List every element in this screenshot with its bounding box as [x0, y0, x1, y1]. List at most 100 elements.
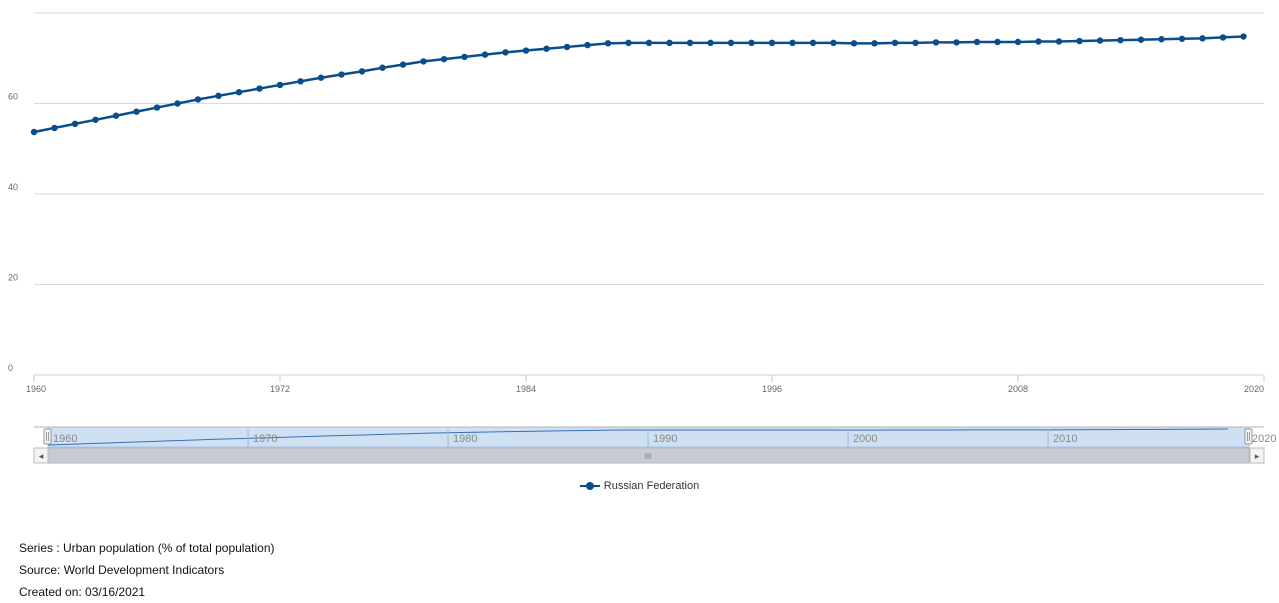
- navigator-label: 2010: [1053, 433, 1077, 445]
- data-point[interactable]: [420, 58, 427, 65]
- data-point[interactable]: [543, 45, 550, 52]
- range-navigator[interactable]: 1960 1970 1980 1990 2000 2010 2020 III ◂ ▸: [33, 426, 1276, 464]
- data-point[interactable]: [850, 40, 858, 47]
- navigator-label: 1970: [253, 433, 277, 445]
- data-point[interactable]: [1096, 37, 1104, 44]
- data-point[interactable]: [604, 40, 612, 47]
- legend[interactable]: Russian Federation: [0, 480, 1279, 492]
- data-point[interactable]: [686, 39, 694, 47]
- grid-layer: [34, 12, 1264, 376]
- data-point[interactable]: [133, 108, 140, 115]
- data-point[interactable]: [30, 128, 38, 136]
- data-point[interactable]: [1014, 38, 1022, 46]
- data-point[interactable]: [789, 39, 796, 47]
- data-point[interactable]: [51, 124, 58, 132]
- data-point[interactable]: [92, 116, 99, 123]
- data-point[interactable]: [1240, 33, 1247, 40]
- data-point[interactable]: [112, 112, 120, 119]
- data-point[interactable]: [1219, 34, 1227, 41]
- data-point[interactable]: [953, 39, 960, 46]
- data-point[interactable]: [768, 39, 776, 47]
- data-point[interactable]: [625, 39, 632, 47]
- navigator-left-handle[interactable]: [43, 428, 52, 445]
- navigator-label: 2000: [853, 433, 877, 445]
- data-point[interactable]: [215, 92, 222, 100]
- data-point[interactable]: [338, 71, 345, 78]
- chart-svg: 0 20 40 60 1960 1972 1984 1996 2008 2020 1960 197…: [8, 12, 1276, 464]
- data-point[interactable]: [809, 39, 817, 47]
- navigator-label: 1960: [53, 433, 77, 445]
- x-tick-label: 2008: [1008, 384, 1028, 394]
- scroll-left-button[interactable]: [33, 447, 49, 464]
- y-tick-label: 40: [8, 182, 18, 192]
- data-point[interactable]: [399, 61, 407, 68]
- x-axis: 1960 1972 1984 1996 2008 2020: [26, 375, 1265, 394]
- scroll-right-button[interactable]: [1249, 447, 1265, 464]
- data-point[interactable]: [235, 88, 243, 96]
- x-tick-label: 1960: [26, 384, 46, 394]
- data-point[interactable]: [379, 64, 386, 71]
- x-tick-label: 1984: [516, 384, 536, 394]
- data-point[interactable]: [256, 85, 263, 92]
- data-point[interactable]: [830, 39, 837, 47]
- data-point[interactable]: [1199, 35, 1206, 42]
- data-point[interactable]: [727, 39, 735, 47]
- data-point[interactable]: [297, 78, 304, 85]
- x-tick-label: 1972: [270, 384, 290, 394]
- source-caption: Source: World Development Indicators: [19, 563, 225, 577]
- y-axis: 0 20 40 60: [8, 92, 18, 374]
- data-point[interactable]: [71, 120, 79, 128]
- navigator-label: 1990: [653, 433, 677, 445]
- data-point[interactable]: [1137, 36, 1145, 43]
- x-tick-label: 2020: [1244, 384, 1264, 394]
- data-point[interactable]: [666, 39, 673, 47]
- legend-label[interactable]: Russian Federation: [603, 480, 700, 492]
- data-point[interactable]: [440, 55, 448, 63]
- data-point[interactable]: [932, 39, 940, 46]
- navigator-label: 1980: [453, 433, 477, 445]
- y-tick-label: 60: [8, 92, 18, 102]
- data-point[interactable]: [1076, 37, 1083, 45]
- data-point[interactable]: [481, 51, 489, 58]
- data-point[interactable]: [1178, 35, 1186, 42]
- data-point[interactable]: [748, 39, 755, 47]
- series-line: [33, 35, 1244, 134]
- data-point[interactable]: [358, 68, 366, 75]
- data-point[interactable]: [707, 39, 714, 47]
- chart-footer: Series : Urban population (% of total po…: [19, 537, 275, 603]
- data-point[interactable]: [912, 39, 919, 47]
- data-point[interactable]: [194, 96, 202, 103]
- navigator-right-handle[interactable]: [1244, 428, 1253, 445]
- data-point[interactable]: [645, 39, 653, 47]
- data-point[interactable]: [1117, 36, 1124, 44]
- series-layer: [30, 33, 1247, 136]
- data-point[interactable]: [1158, 36, 1165, 43]
- created-caption: Created on: 03/16/2021: [19, 585, 146, 599]
- y-tick-label: 0: [8, 363, 13, 373]
- legend-marker-icon: [579, 481, 600, 491]
- data-point[interactable]: [317, 74, 325, 81]
- data-point[interactable]: [973, 38, 981, 46]
- navigator-label: 2020: [1252, 433, 1276, 445]
- data-point[interactable]: [153, 104, 161, 111]
- data-point[interactable]: [502, 49, 509, 56]
- data-point[interactable]: [994, 38, 1001, 46]
- data-point[interactable]: [1055, 38, 1063, 45]
- x-tick-label: 1996: [762, 384, 782, 394]
- data-point[interactable]: [522, 47, 530, 54]
- y-tick-label: 20: [8, 273, 18, 283]
- data-point[interactable]: [276, 81, 284, 89]
- data-point[interactable]: [174, 100, 181, 107]
- navigator-series-line: [47, 428, 1229, 446]
- data-point[interactable]: [584, 41, 591, 49]
- data-point[interactable]: [891, 39, 899, 47]
- data-point[interactable]: [461, 53, 468, 61]
- chevron-left-icon: ◂: [39, 451, 44, 461]
- chevron-right-icon: ▸: [1255, 451, 1260, 461]
- series-caption: Series : Urban population (% of total po…: [19, 541, 275, 555]
- scrollbar-grip-icon: III: [645, 452, 652, 461]
- data-point[interactable]: [563, 43, 571, 51]
- data-point[interactable]: [871, 40, 878, 47]
- data-point[interactable]: [1035, 38, 1042, 45]
